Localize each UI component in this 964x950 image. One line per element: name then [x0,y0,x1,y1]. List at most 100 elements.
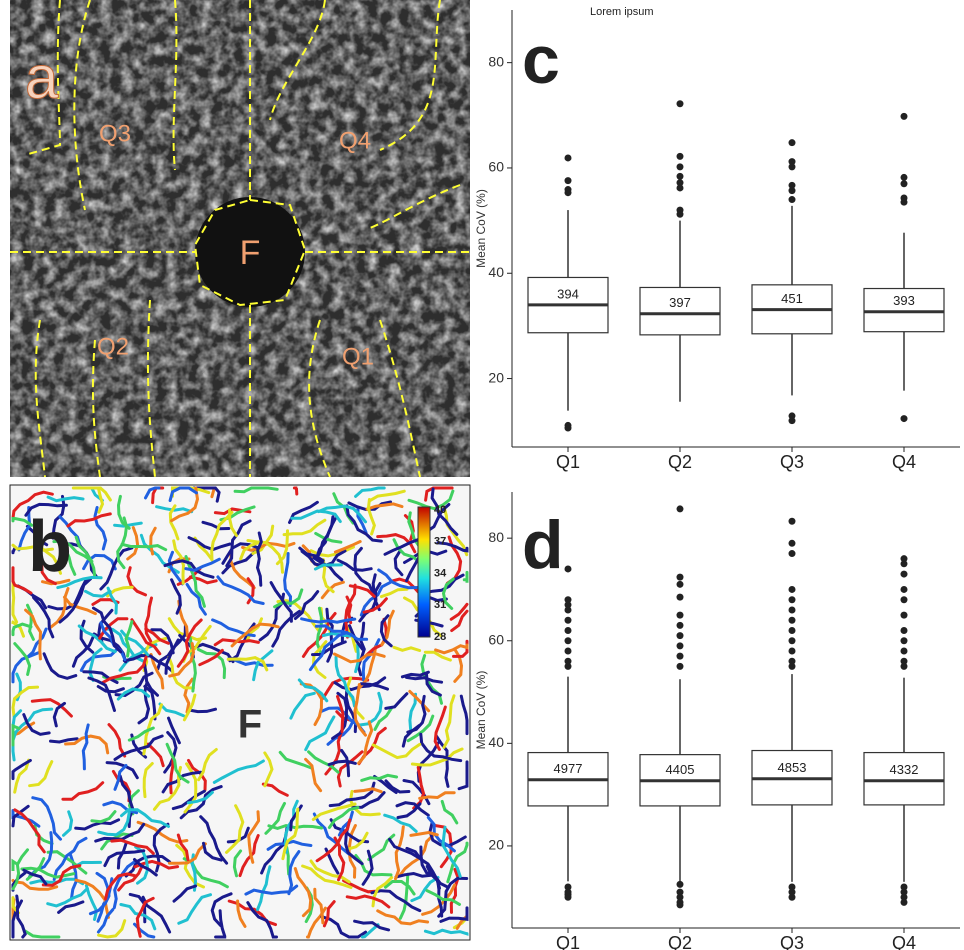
outlier [677,153,684,160]
outlier [901,637,908,644]
panel-letter: b [28,507,72,587]
outlier [565,663,572,670]
y-tick-label: 60 [488,159,504,175]
outlier [565,648,572,655]
outlier [901,899,908,906]
region-label: F [240,234,261,272]
outlier [677,612,684,619]
outlier [789,196,796,203]
outlier [789,540,796,547]
outlier [789,518,796,525]
colorbar-tick-label: 31 [434,599,446,611]
outlier [901,648,908,655]
outlier [677,622,684,629]
y-tick-label: 60 [488,631,504,647]
x-tick-label: Q3 [780,933,804,950]
y-tick-label: 40 [488,264,504,280]
outlier [901,113,908,120]
outlier [677,663,684,670]
outlier [901,586,908,593]
outlier [789,187,796,194]
colorbar-tick-label: 40 [434,504,446,516]
outlier [789,637,796,644]
outlier [677,901,684,908]
outlier [565,617,572,624]
outlier [789,606,796,613]
outlier [677,505,684,512]
outlier [677,184,684,191]
x-tick-label: Q2 [668,452,692,472]
box [864,753,944,805]
y-tick-label: 20 [488,369,504,385]
outlier [901,174,908,181]
outlier [789,163,796,170]
outlier [789,627,796,634]
outlier [677,632,684,639]
outlier [565,637,572,644]
y-tick-label: 80 [488,529,504,545]
outlier [789,596,796,603]
outlier [901,596,908,603]
y-tick-label: 20 [488,837,504,853]
panel-letter: a [25,44,59,111]
count-label: 394 [557,286,579,301]
x-tick-label: Q2 [668,933,692,950]
outlier [677,581,684,588]
count-label: 4332 [890,762,919,777]
x-tick-label: Q4 [892,933,916,950]
colorbar-tick-label: 34 [434,567,447,579]
outlier [901,627,908,634]
outlier [789,617,796,624]
region-label: Q2 [97,333,129,360]
count-label: 393 [893,293,915,308]
outlier [901,560,908,567]
colorbar-tick-label: 28 [434,631,446,643]
outlier [565,177,572,184]
center-label: F [238,703,262,747]
y-tick-label: 80 [488,53,504,69]
vessel-segment [13,549,15,553]
outlier [901,612,908,619]
y-axis-title: Mean CoV (%) [474,671,488,750]
y-tick-label: 40 [488,734,504,750]
outlier [789,139,796,146]
colorbar-tick-label: 37 [434,536,446,548]
outlier [677,594,684,601]
outlier [789,586,796,593]
vessel-segment [394,647,420,650]
panel-letter: d [522,507,564,583]
count-label: 4853 [778,760,807,775]
outlier [565,565,572,572]
outlier [565,425,572,432]
outlier [565,189,572,196]
panel-letter: c [522,22,560,98]
outlier [901,199,908,206]
outlier [565,606,572,613]
outlier [565,627,572,634]
count-label: 4405 [666,762,695,777]
count-label: 397 [669,295,691,310]
outlier [789,663,796,670]
y-axis-title: Mean CoV (%) [474,189,488,268]
outlier [677,163,684,170]
outlier [789,648,796,655]
outlier [901,571,908,578]
outlier [901,180,908,187]
outlier [677,173,684,180]
x-tick-label: Q3 [780,452,804,472]
region-label: Q3 [99,120,131,147]
outlier [565,894,572,901]
outlier [677,574,684,581]
figure: a Q3 Q4 F Q2 Q1 b F Lorem ipsum 40 37 34 31… [0,0,964,950]
region-label: Q1 [342,343,374,370]
figure-title: Lorem ipsum [590,6,654,18]
outlier [677,881,684,888]
outlier [901,663,908,670]
x-tick-label: Q1 [556,452,580,472]
outlier [901,415,908,422]
x-tick-label: Q4 [892,452,916,472]
outlier [789,417,796,424]
outlier [677,211,684,218]
region-label: Q4 [339,127,371,154]
colorbar [418,507,430,637]
